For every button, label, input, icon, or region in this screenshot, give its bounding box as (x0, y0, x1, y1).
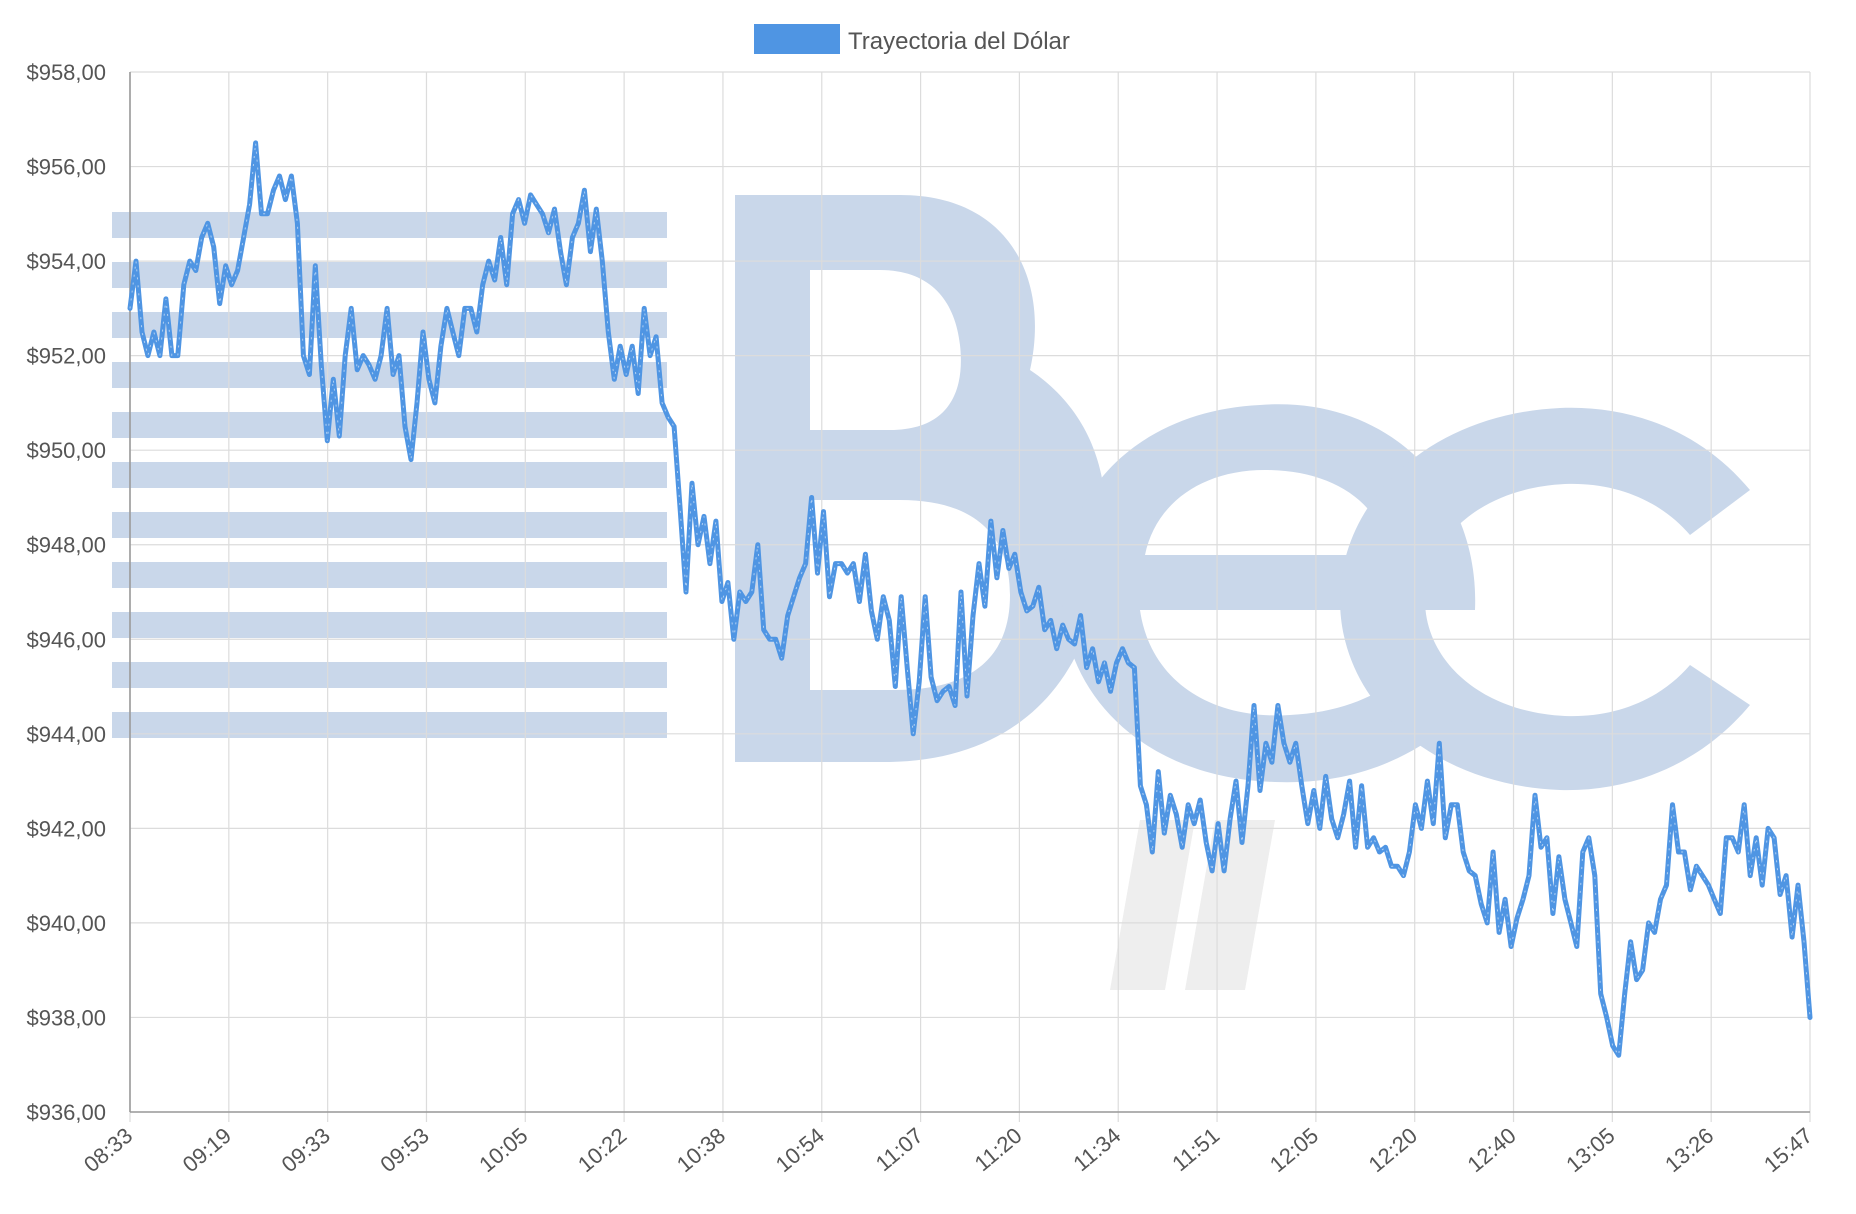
x-tick-label: 09:19 (178, 1123, 236, 1178)
legend-swatch[interactable] (754, 24, 840, 54)
y-tick-label: $958,00 (26, 60, 106, 85)
y-axis-tick-labels: $936,00 $938,00 $940,00 $942,00 $944,00 $946,… (26, 60, 106, 1125)
y-tick-label: $954,00 (26, 249, 106, 274)
x-axis-tick-labels: 08:33 09:19 09:33 09:53 10:05 10:22 10:38 10:54… (79, 1123, 1817, 1178)
legend-label[interactable]: Trayectoria del Dólar (848, 28, 1070, 55)
y-tick-label: $936,00 (26, 1100, 106, 1125)
legend[interactable]: Trayectoria del Dólar (754, 24, 1070, 55)
x-tick-label: 12:20 (1364, 1123, 1422, 1178)
watermark-letter-e (1061, 404, 1476, 783)
watermark-letter-c (1340, 407, 1750, 791)
y-tick-label: $942,00 (26, 816, 106, 841)
x-tick-label: 11:07 (871, 1123, 928, 1176)
watermark-logo (112, 195, 1750, 990)
y-tick-label: $948,00 (26, 533, 106, 558)
x-tick-label: 12:40 (1462, 1123, 1520, 1178)
watermark-nasdaq-mark (1110, 820, 1275, 990)
axes (129, 72, 1810, 1113)
y-tick-label: $938,00 (26, 1005, 106, 1030)
x-tick-label: 13:05 (1561, 1123, 1619, 1178)
x-tick-label: 10:54 (771, 1123, 829, 1178)
x-tick-label: 15:47 (1759, 1123, 1817, 1178)
y-tick-label: $940,00 (26, 911, 106, 936)
x-tick-label: 13:26 (1660, 1123, 1718, 1178)
x-tick-label: 10:38 (672, 1123, 730, 1178)
x-tick-label: 08:33 (79, 1123, 137, 1178)
y-tick-label: $944,00 (26, 722, 106, 747)
series-layer (127, 140, 1813, 1058)
x-tick-label: 09:33 (277, 1123, 335, 1178)
y-tick-label: $952,00 (26, 344, 106, 369)
y-tick-label: $950,00 (26, 438, 106, 463)
x-tick-label: 11:34 (1068, 1123, 1125, 1176)
x-tick-label: 11:20 (970, 1123, 1027, 1176)
x-tick-label: 10:22 (573, 1123, 631, 1178)
series-point-markers (129, 142, 1811, 1057)
y-tick-label: $956,00 (26, 155, 106, 180)
x-tick-label: 12:05 (1265, 1123, 1323, 1178)
x-tick-label: 11:51 (1167, 1123, 1224, 1176)
y-tick-label: $946,00 (26, 627, 106, 652)
watermark-stripes (112, 212, 667, 738)
x-tick-label: 09:53 (375, 1123, 433, 1178)
x-tick-label: 10:05 (474, 1123, 532, 1178)
